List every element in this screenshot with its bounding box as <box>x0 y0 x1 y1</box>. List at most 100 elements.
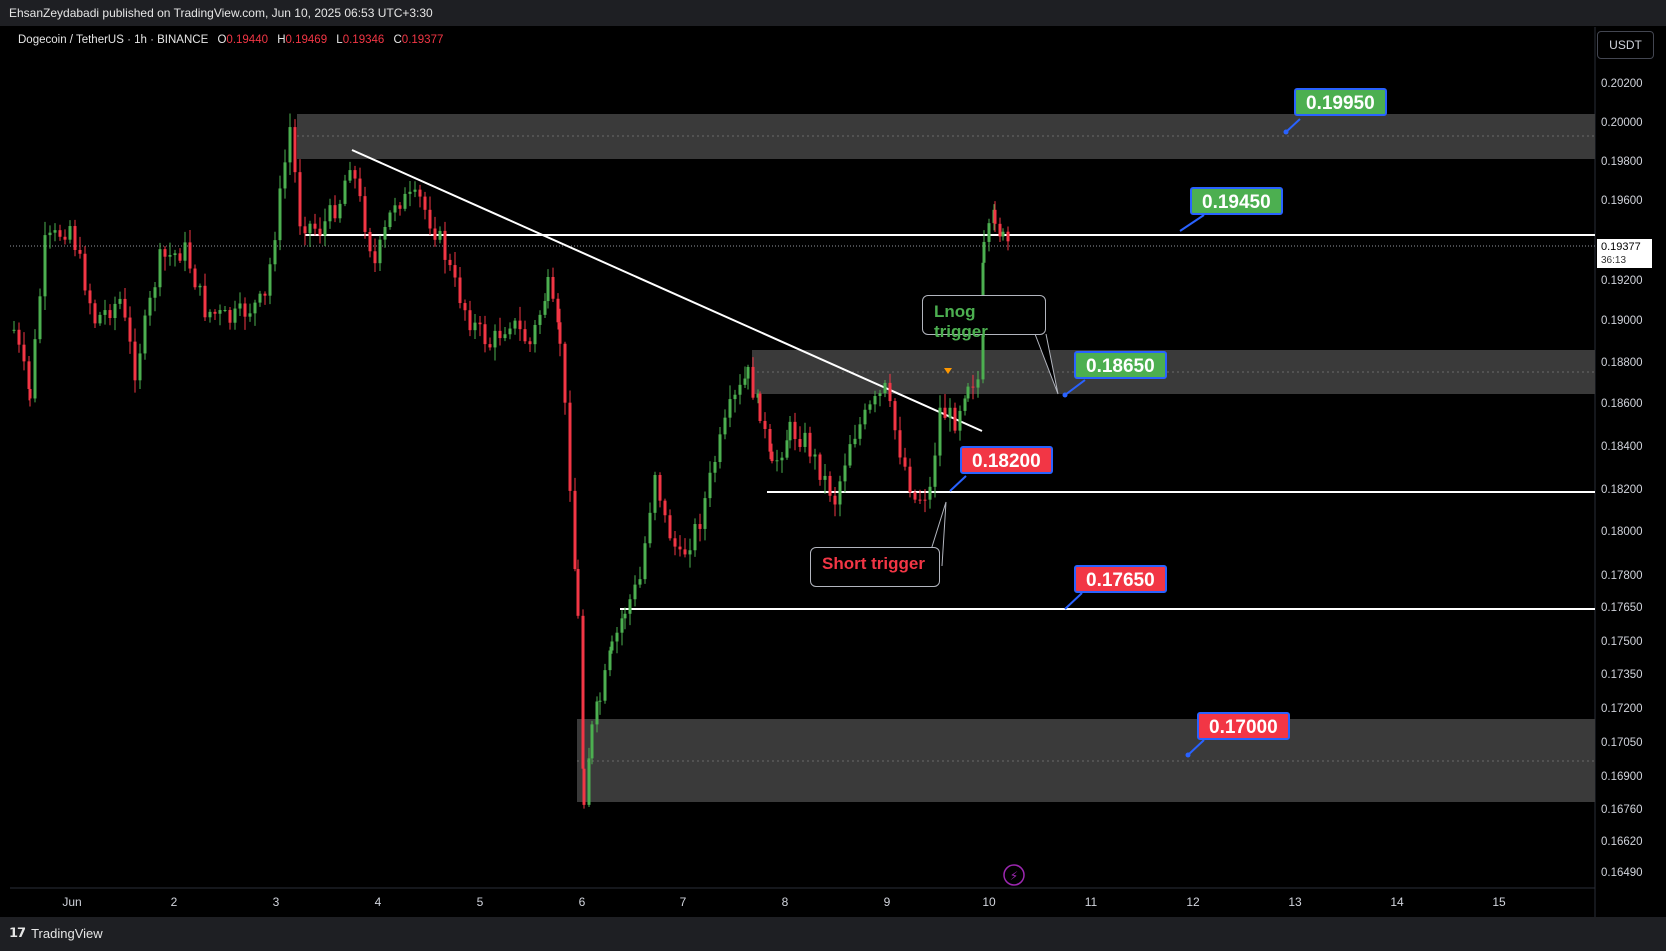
candle-body <box>418 189 422 197</box>
tradingview-logo[interactable]: 𝟭𝟳 TradingView <box>9 925 103 941</box>
candle-body <box>388 212 392 228</box>
candle-body <box>903 457 907 467</box>
candle-body <box>273 240 277 265</box>
candle-body <box>598 700 602 702</box>
candle-body <box>643 543 647 580</box>
high-value: 0.19469 <box>285 34 328 46</box>
level-tag-18650[interactable]: 0.18650 <box>1074 351 1167 379</box>
close-label: C <box>393 34 402 46</box>
candle-body <box>751 366 755 398</box>
candle-body <box>878 393 882 397</box>
candle-body <box>595 701 599 725</box>
x-tick: 12 <box>1186 895 1200 909</box>
candle-body <box>933 455 937 487</box>
candle-body <box>998 223 1002 237</box>
candle-body <box>98 314 102 324</box>
candle-body <box>328 205 332 222</box>
x-tick: 13 <box>1288 895 1302 909</box>
level-tag-17000[interactable]: 0.17000 <box>1197 712 1290 740</box>
candle-body <box>1006 231 1010 242</box>
candle-body <box>888 382 892 402</box>
candle-body <box>976 379 980 388</box>
candle-body <box>558 322 562 344</box>
candle-body <box>813 454 817 457</box>
candle-body <box>323 221 327 236</box>
candle-body <box>543 301 547 315</box>
candle-body <box>173 253 177 256</box>
candle-body <box>58 230 62 237</box>
tag-connector-19950 <box>1285 118 1301 133</box>
candle-body <box>433 228 437 240</box>
symbol-legend[interactable]: Dogecoin / TetherUS · 1h · BINANCE O0.19… <box>18 34 443 46</box>
candle-body <box>268 264 272 296</box>
candle-body <box>213 311 217 314</box>
currency-button[interactable]: USDT <box>1597 31 1654 59</box>
close-value: 0.19377 <box>401 34 444 46</box>
level-tag-19450[interactable]: 0.19450 <box>1190 187 1283 215</box>
y-tick: 0.16900 <box>1601 771 1643 783</box>
candle-body <box>208 311 212 318</box>
svg-text:⚡: ⚡ <box>1010 869 1018 883</box>
candle-body <box>533 324 537 345</box>
candle-body <box>673 538 677 547</box>
y-tick: 0.17050 <box>1601 737 1643 749</box>
candle-body <box>413 189 417 192</box>
candle-body <box>63 236 67 240</box>
candle-body <box>838 481 842 505</box>
level-tag-19950[interactable]: 0.19950 <box>1294 88 1387 116</box>
current-price-value: 0.19377 <box>1601 241 1641 253</box>
candle-body <box>378 239 382 264</box>
candle-body <box>756 393 760 398</box>
candle-body <box>353 170 357 179</box>
candle-body <box>93 303 97 324</box>
x-tick: 6 <box>578 895 586 909</box>
candle-body <box>27 361 31 389</box>
x-tick: 11 <box>1084 895 1098 909</box>
candle-body <box>703 498 707 529</box>
level-tag-17650[interactable]: 0.17650 <box>1074 565 1167 593</box>
candle-body <box>971 386 975 388</box>
candle-body <box>688 550 692 555</box>
candle-body <box>493 330 497 348</box>
candle-body <box>788 421 792 441</box>
candle-body <box>728 399 732 418</box>
candle-body <box>373 251 377 264</box>
candle-body <box>713 461 717 473</box>
x-tick: 14 <box>1390 895 1404 909</box>
short-trigger-note[interactable]: Short trigger <box>810 547 940 587</box>
y-tick: 0.17650 <box>1601 602 1643 614</box>
level-tag-18200[interactable]: 0.18200 <box>960 446 1053 474</box>
high-label: H <box>277 34 286 46</box>
symbol-name[interactable]: Dogecoin / TetherUS · 1h · BINANCE <box>18 34 209 46</box>
x-tick: 8 <box>781 895 789 909</box>
candle-body <box>83 253 87 291</box>
candle-body <box>22 344 26 362</box>
candle-body <box>638 579 642 585</box>
candle-body <box>468 310 472 331</box>
candle-body <box>333 205 337 219</box>
candle-body <box>693 524 697 551</box>
candle-body <box>508 328 512 335</box>
y-tick: 0.19200 <box>1601 275 1643 287</box>
tag-connector-17650 <box>1064 592 1083 610</box>
y-tick: 0.19800 <box>1601 156 1643 168</box>
long-trigger-note[interactable]: Lnog trigger <box>922 295 1046 341</box>
candle-body <box>293 127 297 173</box>
candle-body <box>958 410 962 431</box>
candle-body <box>663 500 667 516</box>
y-tick: 0.18800 <box>1601 357 1643 369</box>
x-tick: 7 <box>679 895 687 909</box>
candle-body <box>303 226 307 234</box>
candle-body <box>943 407 947 418</box>
long-bubble-pointer <box>1034 333 1059 395</box>
candle-body <box>648 512 652 544</box>
candle-body <box>348 170 352 181</box>
candle-body <box>438 230 442 240</box>
candle-body <box>573 490 577 570</box>
y-tick: 0.18200 <box>1601 484 1643 496</box>
candle-body <box>453 265 457 278</box>
candle-body <box>868 404 872 410</box>
candle-body <box>203 285 207 318</box>
x-tick: Jun <box>62 895 82 909</box>
